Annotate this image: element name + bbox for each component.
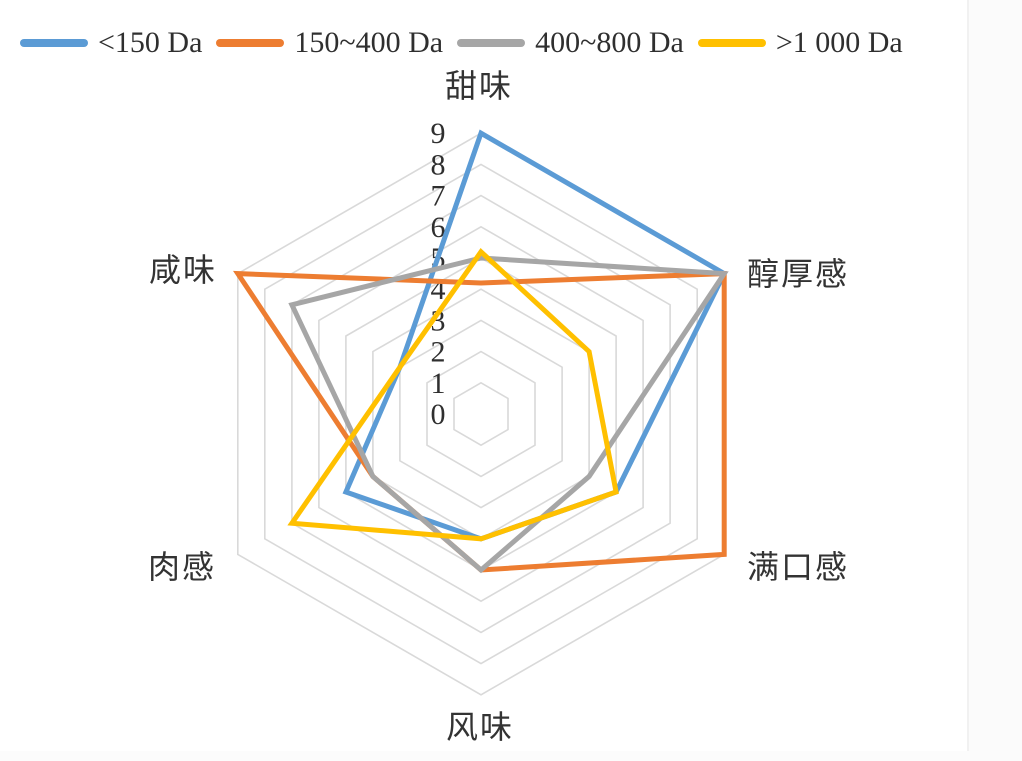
axis-tick-label: 1 [431,367,446,400]
legend: <150 Da 150~400 Da 400~800 Da >1 000 Da [20,28,917,58]
legend-label: >1 000 Da [775,26,903,59]
grid-ring [426,350,536,478]
axis-tick-label: 9 [431,117,446,150]
series-polygon-3 [287,248,619,542]
grid-ring [453,381,509,447]
axis-tick-label: 2 [431,336,446,369]
page-edge-bottom [0,751,970,761]
axis-tick-label: 8 [431,148,446,181]
category-label: 醇厚感 [747,256,849,292]
series-polygon-0 [342,129,728,542]
grid-ring [318,225,644,603]
legend-swatch-icon [216,39,285,47]
legend-label: 150~400 Da [294,26,444,59]
category-label: 肉感 [148,549,216,585]
grid-ring [345,257,617,571]
category-label: 风味 [446,709,514,745]
legend-item: 150~400 Da [216,28,443,58]
legend-label: 400~800 Da [535,26,684,59]
series-polygon-2 [288,255,729,574]
axis-tick-label: 3 [431,304,446,337]
legend-swatch-icon [457,39,526,47]
axis-tick-label: 0 [431,398,446,431]
grid-ring [237,132,726,696]
legend-item: >1 000 Da [697,26,903,59]
legend-swatch-icon [697,39,766,47]
category-label: 甜味 [445,68,513,104]
grid-ring [399,319,563,509]
legend-item: 400~800 Da [457,28,684,58]
legend-label: <150 Da [98,26,203,59]
axis-tick-label: 7 [431,180,446,213]
page-edge-right [967,0,1022,761]
grid-ring [263,163,699,665]
legend-swatch-icon [20,39,88,47]
category-label: 满口感 [747,549,849,585]
axis-tick-label: 6 [431,211,446,244]
legend-item: <150 Da [20,28,202,58]
category-label: 咸味 [149,252,217,288]
